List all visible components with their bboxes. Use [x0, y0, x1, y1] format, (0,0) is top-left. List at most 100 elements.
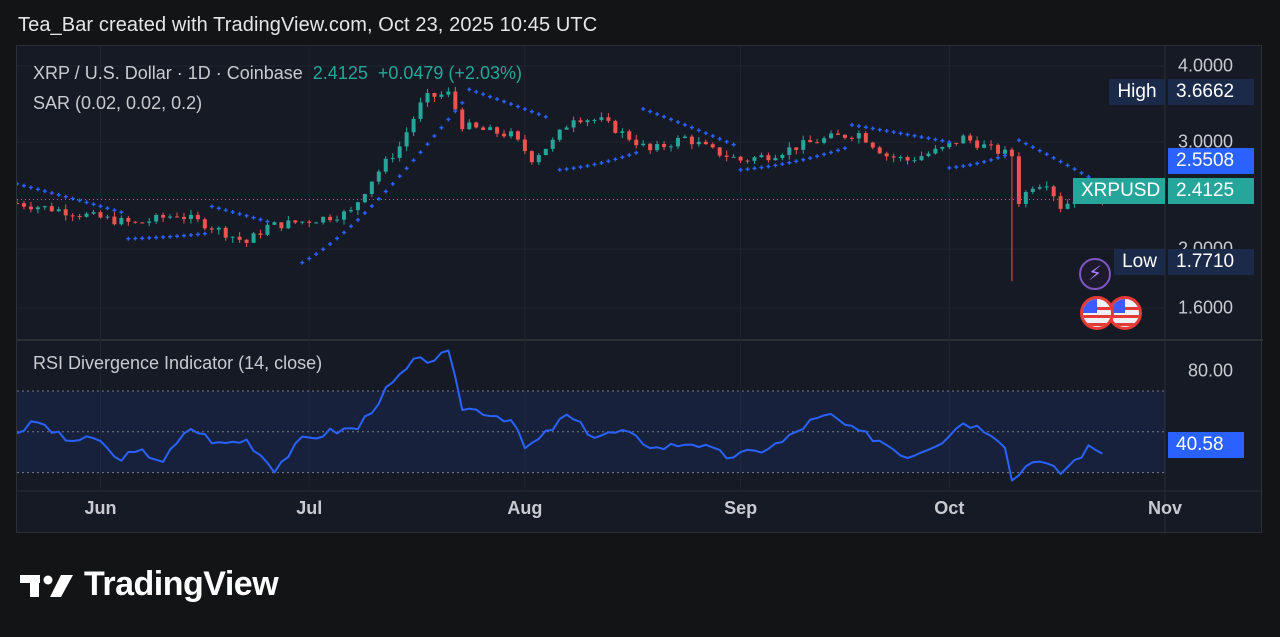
price-change: +0.0479 (+2.03%) [377, 63, 522, 83]
candle-body [168, 216, 173, 218]
candle-body [460, 109, 465, 130]
candle-body [1044, 186, 1049, 188]
lightning-icon[interactable]: ⚡ [1079, 258, 1111, 290]
candle-body [529, 151, 534, 163]
rsi-legend[interactable]: RSI Divergence Indicator (14, close) [33, 353, 323, 373]
candle-body [418, 102, 423, 119]
candle-body [703, 141, 708, 145]
candle-body [112, 216, 117, 225]
candle-body [230, 236, 235, 238]
candle-body [724, 155, 729, 157]
candle-body [293, 220, 298, 223]
candle-body [91, 212, 96, 214]
candle-body [968, 135, 973, 141]
candle-body [488, 127, 493, 131]
candle-body [77, 216, 82, 218]
candle-body [522, 139, 527, 152]
candle-body [766, 155, 771, 161]
candle-body [585, 120, 590, 123]
high-tag-label: High [1109, 79, 1165, 105]
candle-body [481, 127, 486, 131]
candle-body [606, 117, 611, 121]
sar-legend[interactable]: SAR (0.02, 0.02, 0.2) [33, 93, 203, 113]
us-flag-icon[interactable] [1080, 296, 1114, 330]
candle-body [1058, 196, 1063, 209]
candle-body [202, 219, 207, 229]
candle-body [891, 156, 896, 158]
rsi-value-tag: 40.58 [1168, 432, 1244, 458]
candle-body [1009, 149, 1014, 157]
logo-text: TradingView [84, 565, 279, 603]
price-axis-tick: 1.6000 [1177, 297, 1233, 318]
time-axis-tick: Oct [934, 498, 965, 518]
candle-body [474, 122, 479, 128]
candle-body [835, 133, 840, 135]
candle-body [919, 156, 924, 161]
chart-canvas[interactable] [17, 46, 1263, 534]
candle-body [119, 217, 124, 225]
candle-body [342, 211, 347, 220]
candle-body [515, 131, 520, 140]
candle-body [154, 214, 159, 222]
candle-body [147, 221, 152, 223]
candle-body [870, 142, 875, 148]
candle-body [181, 216, 186, 219]
candle-body [829, 133, 834, 139]
candle-body [877, 147, 882, 154]
candle-body [397, 146, 402, 158]
candle-body [411, 118, 416, 133]
candle-body [404, 132, 409, 147]
candle-body [175, 216, 180, 218]
candle-body [453, 91, 458, 110]
symbol-title: XRP / U.S. Dollar · 1D · Coinbase [33, 63, 303, 83]
price-axis-tick: 4.0000 [1177, 55, 1233, 76]
rsi-axis-tick: 80.00 [1187, 360, 1233, 380]
candle-body [613, 120, 618, 133]
symbol-tag-label: XRPUSD [1073, 178, 1165, 204]
candle-body [954, 142, 959, 144]
candle-body [550, 139, 555, 149]
candle-body [355, 202, 360, 211]
candle-body [1023, 191, 1028, 204]
candle-body [1016, 156, 1021, 204]
candle-body [376, 171, 381, 182]
candle-body [849, 137, 854, 139]
candle-body [689, 136, 694, 145]
candle-body [265, 224, 270, 235]
candle-body [759, 155, 764, 158]
candle-body [1030, 188, 1035, 192]
chart-frame[interactable]: XRP / U.S. Dollar · 1D · Coinbase 2.4125… [16, 45, 1263, 534]
candle-body [856, 133, 861, 139]
candle-body [933, 148, 938, 154]
candle-body [223, 227, 228, 238]
time-axis-tick: Aug [507, 498, 543, 518]
candle-body [251, 233, 256, 243]
candle-body [1065, 203, 1070, 209]
candle-body [321, 216, 326, 223]
candle-body [98, 212, 103, 218]
candle-body [592, 119, 597, 121]
candle-body [599, 117, 604, 120]
candle-body [348, 210, 353, 212]
chart-attribution: Tea_Bar created with TradingView.com, Oc… [18, 14, 598, 36]
candle-body [495, 127, 500, 134]
candle-body [49, 206, 54, 212]
candle-body [926, 153, 931, 157]
candle-body [314, 222, 319, 224]
time-axis-tick: Nov [1147, 498, 1183, 518]
candle-body [1037, 187, 1042, 189]
candle-body [641, 143, 646, 146]
candle-body [35, 207, 40, 210]
candle-body [105, 216, 110, 218]
candle-body [21, 203, 26, 207]
candle-body [557, 129, 562, 140]
candle-body [947, 142, 952, 148]
candle-body [362, 194, 367, 203]
last-price: 2.4125 [312, 63, 368, 83]
candle-body [328, 216, 333, 221]
candle-body [655, 143, 660, 151]
candle-body [564, 127, 569, 130]
candle-body [787, 147, 792, 155]
candle-body [773, 157, 778, 161]
symbol-legend[interactable]: XRP / U.S. Dollar · 1D · Coinbase 2.4125… [33, 63, 522, 84]
